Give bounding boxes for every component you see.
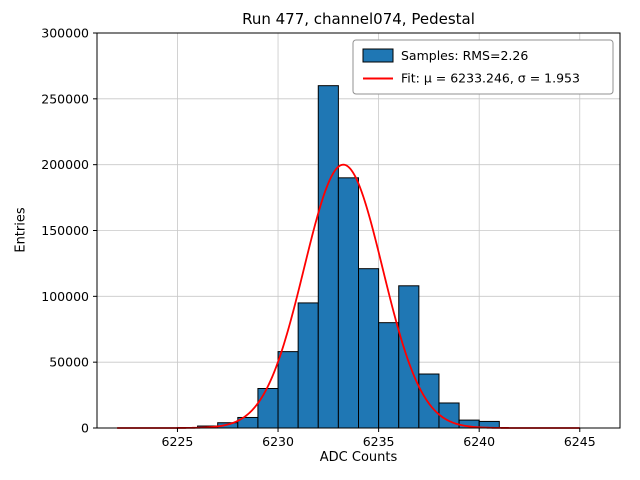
y-tick-label: 100000 bbox=[41, 289, 89, 304]
y-axis-label: Entries bbox=[13, 207, 29, 253]
legend-swatch-samples bbox=[362, 48, 394, 63]
histogram-bar bbox=[297, 302, 319, 429]
y-tick-label: 50000 bbox=[49, 355, 89, 370]
histogram-bar bbox=[257, 388, 279, 429]
y-tick-label: 200000 bbox=[41, 157, 89, 172]
y-tick-label: 250000 bbox=[41, 91, 89, 106]
legend-label-fit: Fit: μ = 6233.246, σ = 1.953 bbox=[401, 71, 580, 86]
y-tick-label: 0 bbox=[81, 421, 89, 436]
histogram-bar bbox=[378, 322, 400, 429]
histogram-bar bbox=[337, 177, 360, 429]
y-tick-label: 150000 bbox=[41, 223, 89, 238]
histogram-bar bbox=[317, 85, 339, 429]
legend-label-samples: Samples: RMS=2.26 bbox=[401, 48, 528, 63]
histogram-bar bbox=[418, 373, 440, 429]
histogram-bar bbox=[358, 268, 380, 429]
x-tick-label: 6245 bbox=[564, 434, 596, 449]
chart-title: Run 477, channel074, Pedestal bbox=[242, 10, 475, 28]
x-tick-label: 6230 bbox=[262, 434, 294, 449]
legend-box bbox=[352, 39, 614, 95]
x-tick-label: 6240 bbox=[463, 434, 495, 449]
x-tick-label: 6235 bbox=[363, 434, 395, 449]
histogram-bar bbox=[277, 351, 299, 429]
x-axis-label: ADC Counts bbox=[319, 450, 398, 465]
y-tick-label: 300000 bbox=[41, 26, 89, 41]
legend: Samples: RMS=2.26 Fit: μ = 6233.246, σ = … bbox=[352, 39, 614, 95]
histogram-bar bbox=[398, 285, 420, 429]
x-tick-label: 6225 bbox=[162, 434, 194, 449]
